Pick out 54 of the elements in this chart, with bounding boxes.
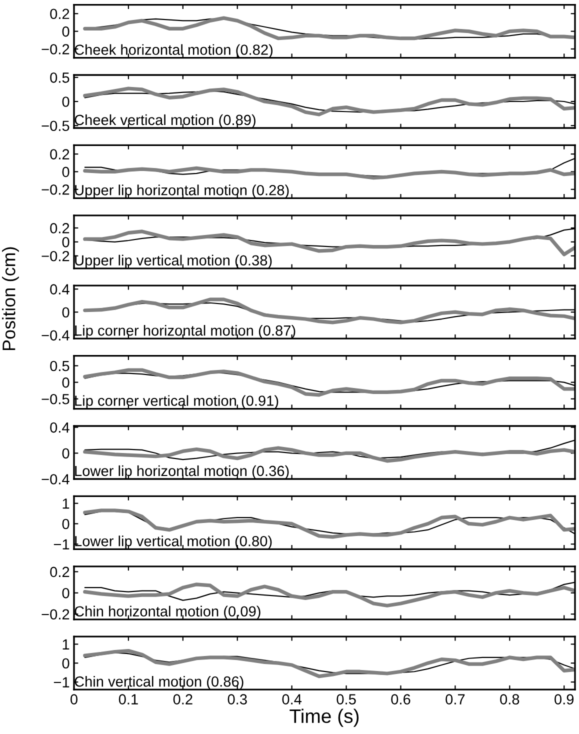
y-tick-label: −0.4 — [42, 330, 70, 341]
line-series — [83, 446, 575, 463]
x-tick-label: 0 — [70, 694, 78, 704]
y-tick-label: −0.4 — [42, 474, 70, 484]
y-tick-label: 0.5 — [50, 72, 70, 83]
annotation: Upper lip vertical motion (0.38) — [75, 254, 272, 268]
x-tick-label: 0.9 — [554, 694, 574, 704]
y-axis-title: Position (cm) — [2, 247, 19, 350]
x-tick-label: 0.7 — [446, 694, 465, 704]
y-tick-label: 0.4 — [50, 284, 70, 294]
y-tick-label: 0 — [62, 26, 70, 37]
line-series — [83, 368, 575, 397]
y-tick-label: 0.2 — [50, 566, 70, 578]
x-axis-title: Time (s) — [290, 708, 359, 727]
y-tick-label: 0 — [62, 377, 70, 388]
x-tick-label: 0.3 — [228, 694, 247, 704]
y-tick-label: 0 — [62, 448, 70, 459]
x-tick-label: 0.4 — [282, 694, 302, 704]
y-tick-label: 0 — [62, 518, 70, 530]
annotation: Lip corner vertical motion (0.91) — [75, 395, 278, 409]
line-series — [83, 298, 575, 324]
y-tick-label: 0 — [62, 307, 70, 318]
x-tick-label: 0.5 — [336, 694, 356, 704]
y-tick-label: 0.5 — [50, 360, 70, 372]
y-tick-label: 0.4 — [50, 422, 70, 433]
y-tick-label: 0.2 — [50, 223, 70, 234]
annotation: Upper lip horizontal motion (0.28) — [75, 184, 289, 198]
y-tick-label: −0.2 — [42, 184, 70, 195]
x-tick-label: 0.8 — [500, 694, 520, 704]
y-tick-label: 0 — [62, 96, 70, 107]
y-tick-label: −0.2 — [42, 44, 70, 54]
y-tick-label: 0 — [62, 237, 70, 248]
annotation: Lower lip vertical motion (0.80) — [75, 536, 272, 550]
y-tick-label: −0.2 — [42, 250, 70, 262]
y-tick-label: 0.2 — [50, 8, 70, 20]
y-tick-label: −1 — [54, 539, 70, 550]
y-tick-label: −0.5 — [42, 394, 70, 404]
y-tick-label: 0 — [62, 658, 70, 669]
y-tick-label: 0 — [62, 166, 70, 178]
line-series — [83, 582, 575, 608]
y-tick-label: −0.5 — [42, 120, 70, 132]
y-tick-label: −1 — [54, 677, 70, 688]
y-tick-label: 0.2 — [50, 149, 70, 160]
annotation: Lower lip horizontal motion (0.36) — [75, 465, 289, 479]
y-tick-label: 1 — [62, 498, 70, 509]
y-tick-label: −0.2 — [42, 609, 70, 620]
x-tick-label: 0.2 — [173, 694, 192, 704]
line-series — [83, 166, 575, 180]
annotation: Lip corner horizontal motion (0.87) — [75, 325, 296, 339]
y-tick-label: 0 — [62, 588, 70, 598]
x-tick-label: 0.1 — [118, 694, 138, 704]
line-series — [83, 230, 575, 256]
x-tick-label: 0.6 — [391, 694, 410, 704]
y-tick-label: 1 — [62, 639, 70, 650]
